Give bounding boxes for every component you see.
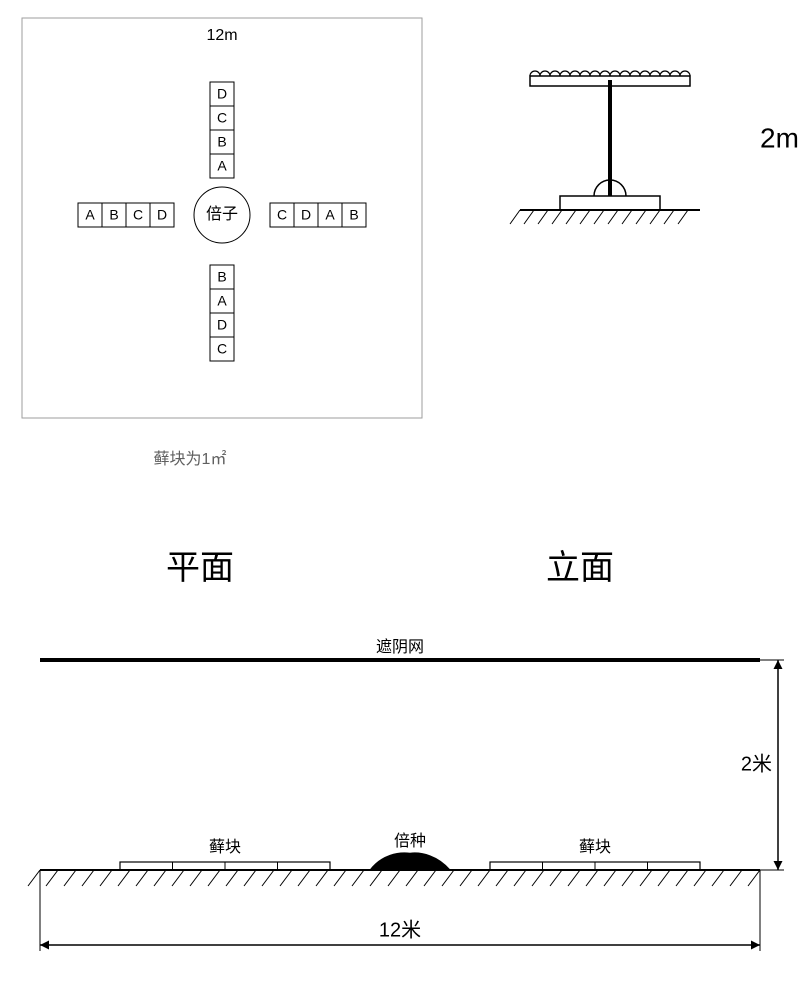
plan-arm-right-cell-label: A <box>325 207 335 223</box>
section-center-label: 倍种 <box>394 832 426 850</box>
plan-arm-right-cell-label: D <box>301 207 311 223</box>
plan-arm-bottom-cell-label: A <box>217 293 227 309</box>
plan-arm-left-cell-label: A <box>85 207 95 223</box>
section-net-label: 遮阴网 <box>376 638 424 656</box>
section-right-dim-label: 2米 <box>741 752 772 775</box>
plan-arm-right-cell-label: B <box>349 207 358 223</box>
plan-arm-top-cell-label: C <box>217 110 227 126</box>
plan-arm-top-cell-label: A <box>217 158 227 174</box>
plan-arm-left-cell-label: D <box>157 207 167 223</box>
section-bottom-dim-label: 12米 <box>379 918 421 941</box>
center-circle-label: 倍子 <box>206 205 238 223</box>
plan-arm-top-cell-label: B <box>217 134 226 150</box>
section-left-moss-label: 藓块 <box>209 838 241 856</box>
plan-arm-top-cell-label: D <box>217 86 227 102</box>
plan-top-dim: 12m <box>206 27 237 44</box>
plan-arm-bottom-cell-label: B <box>217 269 226 285</box>
elev-height-label: 2m <box>760 122 799 153</box>
plan-arm-left-cell-label: B <box>109 207 118 223</box>
plan-arm-bottom-cell-label: C <box>217 341 227 357</box>
plan-arm-left-cell-label: C <box>133 207 143 223</box>
plan-arm-bottom-cell-label: D <box>217 317 227 333</box>
plan-arm-right-cell-label: C <box>277 207 287 223</box>
plan-caption: 藓块为1㎡ <box>154 450 227 468</box>
section-right-moss-label: 藓块 <box>579 838 611 856</box>
label-plan: 平面 <box>166 549 234 587</box>
label-elev: 立面 <box>546 549 614 587</box>
